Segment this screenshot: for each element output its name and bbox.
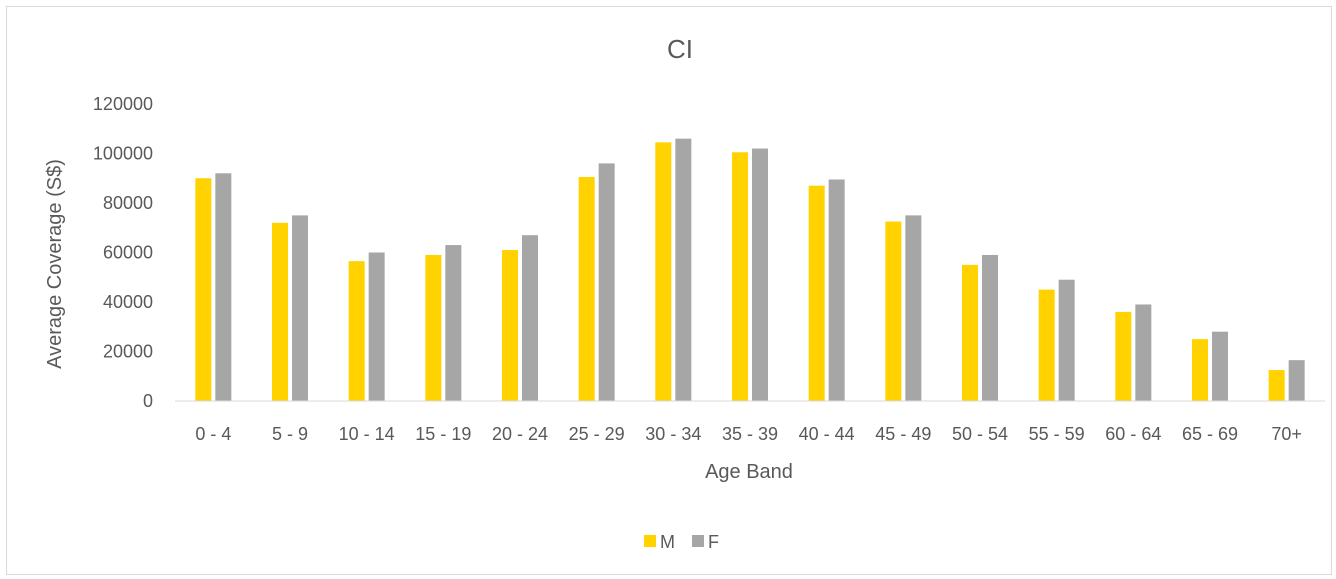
y-tick-label: 20000: [103, 342, 153, 362]
x-tick-label: 15 - 19: [415, 424, 471, 444]
bar-f-7: [752, 148, 768, 401]
bar-f-9: [905, 215, 922, 401]
legend-swatch-m: [644, 535, 656, 547]
x-tick-label: 5 - 9: [272, 424, 308, 444]
x-tick-label: 45 - 49: [875, 424, 931, 444]
bar-m-14: [1268, 370, 1285, 401]
bar-f-4: [522, 235, 538, 401]
x-tick-label: 30 - 34: [645, 424, 701, 444]
legend-swatch-f: [692, 535, 704, 547]
y-tick-label: 100000: [93, 144, 153, 164]
bar-m-8: [808, 185, 825, 401]
y-tick-label: 80000: [103, 193, 153, 213]
bar-f-1: [292, 215, 308, 401]
x-tick-label: 40 - 44: [799, 424, 855, 444]
bar-f-2: [368, 252, 385, 401]
bar-m-7: [732, 152, 748, 401]
bar-f-5: [598, 163, 615, 401]
x-tick-label: 20 - 24: [492, 424, 548, 444]
bar-m-10: [962, 264, 978, 401]
bar-m-5: [578, 177, 595, 401]
bar-f-0: [215, 173, 232, 401]
x-tick-label: 65 - 69: [1182, 424, 1238, 444]
y-tick-label: 40000: [103, 292, 153, 312]
x-tick-label: 55 - 59: [1029, 424, 1085, 444]
x-axis-ticks: 0 - 4 5 - 9 10 - 14 15 - 19 20 - 24 25 - 29 30…: [195, 424, 1302, 444]
x-axis-title: Age Band: [705, 461, 793, 483]
bar-f-14: [1288, 360, 1305, 401]
x-tick-label: 60 - 64: [1105, 424, 1161, 444]
bar-f-11: [1058, 279, 1075, 401]
y-axis-ticks: 0 20000 40000 60000 80000 100000 120000: [93, 94, 153, 411]
chart-title: CI: [667, 34, 693, 64]
x-tick-label: 35 - 39: [722, 424, 778, 444]
bar-m-6: [655, 142, 672, 402]
legend-label-m: M: [660, 532, 675, 552]
x-tick-label: 50 - 54: [952, 424, 1008, 444]
bar-m-12: [1115, 311, 1132, 401]
y-tick-label: 120000: [93, 94, 153, 114]
x-tick-label: 10 - 14: [339, 424, 395, 444]
x-tick-label: 0 - 4: [195, 424, 231, 444]
bar-f-8: [828, 179, 845, 401]
bar-m-0: [195, 178, 212, 401]
legend-label-f: F: [708, 532, 719, 552]
bar-m-9: [885, 221, 902, 401]
bar-m-13: [1192, 339, 1208, 401]
bar-m-4: [502, 250, 518, 401]
y-tick-label: 60000: [103, 243, 153, 263]
x-tick-label: 70+: [1271, 424, 1302, 444]
y-tick-label: 0: [143, 391, 153, 411]
bar-f-10: [982, 254, 998, 401]
bar-m-2: [348, 261, 365, 401]
y-axis-title: Average Coverage (S$): [44, 159, 66, 369]
bar-m-11: [1038, 289, 1055, 401]
bar-m-1: [272, 222, 288, 401]
bar-f-6: [675, 138, 692, 401]
x-tick-label: 25 - 29: [569, 424, 625, 444]
bar-f-12: [1135, 304, 1152, 401]
bar-f-13: [1212, 331, 1228, 401]
bar-f-3: [445, 245, 462, 401]
bar-m-3: [425, 254, 442, 401]
bars: [195, 138, 1305, 402]
